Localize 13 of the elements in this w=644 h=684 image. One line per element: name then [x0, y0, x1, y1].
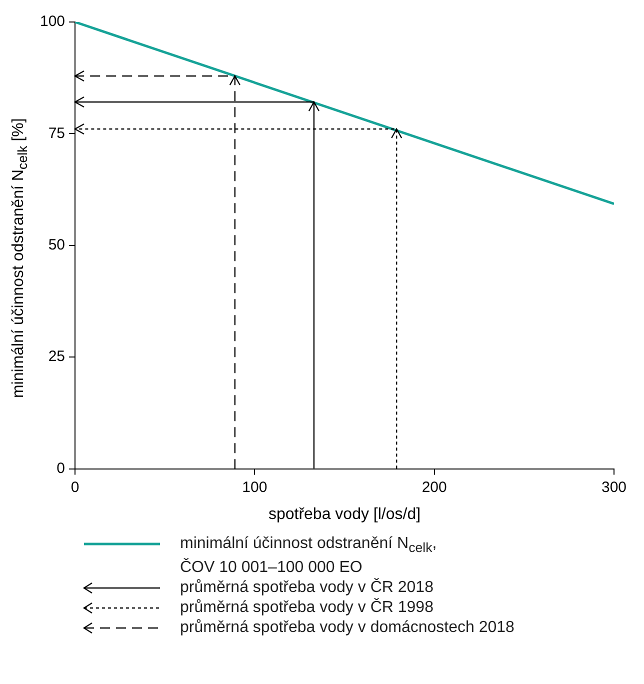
y-tick-label: 100 — [40, 13, 66, 30]
x-tick-label: 300 — [601, 478, 627, 496]
y-tick-label: 50 — [48, 236, 66, 254]
legend-label: průměrná spotřeba vody v domácnostech 2018 — [180, 618, 514, 638]
x-tick-label: 200 — [422, 478, 447, 496]
x-axis-title: spotřeba vody [l/os/d] — [268, 506, 421, 523]
y-tick-label: 75 — [48, 124, 66, 142]
y-tick-label: 25 — [48, 348, 66, 366]
legend-label: průměrná spotřeba vody v ČR 1998 — [180, 598, 434, 618]
y-tick-label: 0 — [56, 460, 66, 477]
x-tick-label: 0 — [70, 478, 80, 496]
legend-label: průměrná spotřeba vody v ČR 2018 — [180, 578, 434, 598]
x-tick-label: 100 — [242, 478, 268, 496]
